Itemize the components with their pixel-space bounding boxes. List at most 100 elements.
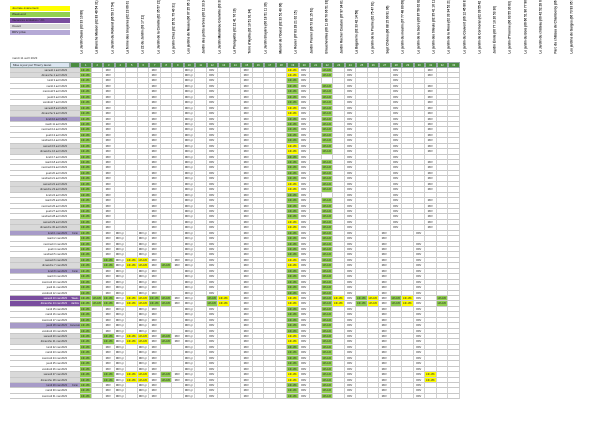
- row-note: [70, 285, 80, 291]
- table-cell: [195, 198, 207, 204]
- table-cell: 14h-18h: [287, 328, 299, 335]
- table-cell: [195, 268, 207, 275]
- table-cell: RDV gr: [183, 388, 195, 394]
- table-cell: [218, 198, 230, 204]
- table-cell: RDV gr: [183, 355, 195, 362]
- table-cell: [448, 176, 460, 182]
- table-cell: RDV: [298, 121, 310, 128]
- table-cell: RDV: [344, 78, 356, 84]
- table-cell: [425, 192, 437, 199]
- table-cell: 14h-18h: [80, 268, 92, 275]
- table-cell: [402, 361, 414, 367]
- table-cell: RDV: [149, 160, 161, 166]
- column-number: 25: [356, 62, 368, 68]
- table-cell: RDV: [206, 78, 218, 84]
- table-cell: [275, 132, 287, 139]
- table-row: mardi 25 avril 2023 14h-18h RDV RDV RDV gr RD…: [10, 198, 586, 204]
- table-cell: [137, 187, 149, 193]
- row-date: lundi 10 avril 2023: [10, 116, 70, 122]
- table-cell: RDV: [390, 83, 402, 90]
- table-cell: [172, 127, 184, 133]
- table-cell: RDV: [379, 279, 391, 286]
- table-cell: [310, 350, 322, 356]
- table-cell: [310, 344, 322, 351]
- table-row: mercredi 12 avril 2023 14h-18h RDV RDV RDV g…: [10, 127, 586, 133]
- table-cell: RDV: [298, 73, 310, 79]
- table-cell: [160, 328, 172, 335]
- table-cell: [195, 274, 207, 280]
- table-cell: [229, 323, 241, 329]
- table-cell: [356, 339, 368, 345]
- table-cell: 14h-18h: [80, 366, 92, 373]
- table-cell: [195, 78, 207, 84]
- table-cell: [402, 214, 414, 220]
- table-cell: [137, 73, 149, 79]
- table-cell: [402, 350, 414, 356]
- table-cell: [402, 268, 414, 275]
- column-header-label: Le jardin de Cormoran (02 39 55 42 21 30…: [477, 0, 482, 54]
- table-cell: [310, 165, 322, 171]
- table-cell: [114, 203, 126, 209]
- column-header: La Blanche Maison (02 83 49 54 31): [95, 1, 107, 56]
- table-cell: RDV: [390, 225, 402, 231]
- table-cell: RDV gr: [183, 111, 195, 117]
- table-cell: RDV: [298, 295, 310, 302]
- table-cell: 14h-18h: [287, 138, 299, 144]
- table-cell: [333, 187, 345, 193]
- table-cell: [436, 274, 448, 280]
- table-cell: [275, 83, 287, 90]
- table-cell: [252, 230, 264, 237]
- table-cell: [195, 187, 207, 193]
- table-cell: 14h-18h: [287, 208, 299, 215]
- row-note: [70, 329, 80, 335]
- table-cell: 10h-12h: [321, 285, 333, 291]
- table-cell: [436, 230, 448, 237]
- table-cell: [425, 328, 437, 335]
- table-cell: RDV: [241, 361, 253, 367]
- table-cell: [160, 214, 172, 220]
- table-cell: RDV gr: [183, 219, 195, 226]
- row-date: mardi 4 avril 2023: [10, 84, 70, 90]
- table-cell: 10h-12h: [321, 312, 333, 318]
- table-cell: [413, 78, 425, 84]
- table-cell: [333, 111, 345, 117]
- table-cell: [333, 94, 345, 101]
- table-cell: [310, 73, 322, 79]
- table-cell: 10h-12h: [321, 328, 333, 335]
- table-cell: [172, 317, 184, 324]
- table-cell: [275, 78, 287, 84]
- table-cell: [402, 388, 414, 394]
- table-cell: [229, 160, 241, 166]
- table-cell: [356, 187, 368, 193]
- table-cell: [218, 344, 230, 351]
- table-cell: [172, 143, 184, 150]
- table-row: mercredi 26 avril 2023 14h-18h RDV RDV RDV g…: [10, 203, 586, 209]
- table-cell: RDV: [379, 263, 391, 269]
- table-cell: 14h-18h: [80, 290, 92, 296]
- table-cell: RDV gr: [137, 382, 149, 389]
- table-cell: RDV gr: [183, 361, 195, 367]
- table-cell: [218, 279, 230, 286]
- column-header-label: La Baguierre (02 33 42 14 58): [354, 10, 359, 54]
- table-cell: [379, 170, 391, 177]
- table-cell: [126, 230, 138, 237]
- table-cell: [91, 252, 103, 258]
- table-cell: [402, 372, 414, 378]
- table-cell: [91, 160, 103, 166]
- table-cell: [425, 236, 437, 242]
- table-cell: 14h-18h: [80, 105, 92, 112]
- table-cell: [91, 323, 103, 329]
- table-cell: RDV: [344, 274, 356, 280]
- table-cell: [436, 111, 448, 117]
- row-note: [70, 84, 80, 90]
- table-cell: [126, 165, 138, 171]
- table-cell: RDV: [379, 339, 391, 345]
- table-cell: [413, 236, 425, 242]
- table-cell: [229, 241, 241, 248]
- table-cell: 10h-12h: [321, 372, 333, 378]
- table-cell: [160, 350, 172, 356]
- table-cell: RDV: [413, 366, 425, 373]
- table-cell: [160, 366, 172, 373]
- table-cell: [356, 290, 368, 296]
- column-header: Le Rosier (07 83 28 21 02 15): [294, 8, 306, 56]
